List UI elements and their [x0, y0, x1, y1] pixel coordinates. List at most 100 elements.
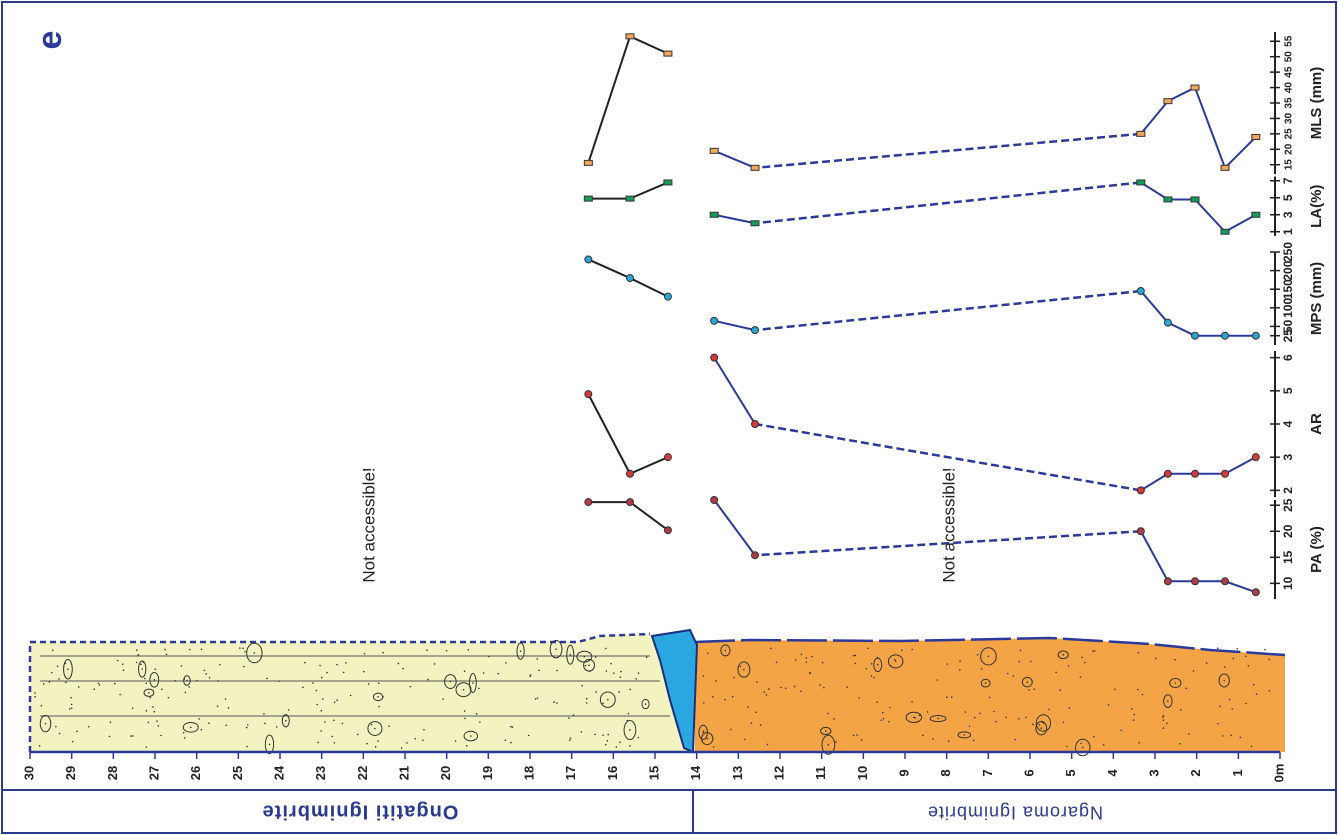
grain — [800, 690, 802, 692]
grain — [217, 680, 219, 682]
grain — [401, 747, 403, 749]
grain — [911, 649, 913, 651]
grain — [244, 651, 246, 653]
grain — [1162, 716, 1164, 718]
grain — [49, 681, 51, 683]
grain — [312, 682, 314, 684]
grain — [317, 742, 319, 744]
grain — [345, 662, 347, 664]
value-tick-label: 20 — [1284, 143, 1295, 155]
grain — [402, 668, 404, 670]
grain — [605, 648, 607, 650]
grain — [246, 746, 248, 748]
grain — [483, 672, 485, 674]
grain — [122, 663, 124, 665]
data-point — [1252, 589, 1259, 596]
data-point — [664, 51, 672, 56]
grain — [743, 669, 745, 671]
grain — [876, 702, 878, 704]
data-point — [711, 354, 718, 361]
grain — [581, 685, 583, 687]
height-tick-label: 2 — [1188, 769, 1203, 776]
data-point — [585, 391, 592, 398]
grain — [1230, 735, 1232, 737]
grain — [247, 724, 249, 726]
grain — [805, 661, 807, 663]
grain — [1174, 659, 1176, 661]
data-point — [1221, 165, 1229, 170]
grain — [371, 724, 373, 726]
grain — [243, 666, 245, 668]
grain — [189, 649, 191, 651]
grain — [450, 681, 452, 683]
grain — [263, 713, 265, 715]
panel-label: e — [31, 31, 69, 50]
grain — [768, 688, 770, 690]
value-tick-label: 4 — [1281, 420, 1295, 427]
value-tick-label: 6 — [1281, 354, 1295, 361]
grain — [951, 696, 953, 698]
data-point — [1164, 470, 1171, 477]
grain — [1062, 654, 1064, 656]
grain — [264, 723, 266, 725]
value-tick-label: 250 — [1281, 242, 1295, 262]
grain — [1240, 737, 1242, 739]
grain — [888, 721, 890, 723]
grain — [894, 659, 896, 661]
grain — [350, 695, 352, 697]
strat-log — [30, 630, 1285, 756]
grain — [160, 735, 162, 737]
data-point — [585, 256, 592, 263]
grain — [780, 687, 782, 689]
grain — [1092, 650, 1094, 652]
value-tick-label: 40 — [1284, 82, 1295, 94]
grain — [822, 662, 824, 664]
grain — [136, 662, 138, 664]
grain — [1093, 736, 1095, 738]
grain — [324, 721, 326, 723]
grain — [375, 746, 377, 748]
figure: e Not accessible! Not accessible! Ongati… — [0, 0, 1338, 835]
grain — [406, 742, 408, 744]
grain — [1081, 657, 1083, 659]
grain — [553, 701, 555, 703]
value-tick-label: 7 — [1281, 177, 1295, 184]
grain — [446, 650, 448, 652]
grain — [584, 656, 586, 658]
grain — [65, 682, 67, 684]
grain — [377, 740, 379, 742]
data-point — [710, 212, 718, 217]
grain — [948, 740, 950, 742]
grain — [512, 726, 514, 728]
grain — [911, 701, 913, 703]
grain — [114, 683, 116, 685]
grain — [1114, 689, 1116, 691]
grain — [67, 668, 69, 670]
grain — [463, 689, 465, 691]
grain — [1005, 717, 1007, 719]
value-tick-label: 200 — [1281, 260, 1295, 280]
grain — [573, 714, 575, 716]
grain — [1018, 661, 1020, 663]
grain — [965, 711, 967, 713]
grain — [410, 686, 412, 688]
grain — [974, 717, 976, 719]
grain — [51, 672, 53, 674]
height-tick-label: 23 — [313, 766, 328, 780]
grain — [616, 746, 618, 748]
grain — [713, 746, 715, 748]
grain — [629, 689, 631, 691]
height-tick-label: 30 — [21, 766, 36, 780]
grain — [149, 697, 151, 699]
data-point — [1222, 332, 1229, 339]
grain — [378, 682, 380, 684]
grain — [1223, 680, 1225, 682]
value-tick-label: 50 — [1281, 319, 1295, 333]
data-point — [752, 327, 759, 334]
grain — [811, 656, 813, 658]
grain — [1188, 733, 1190, 735]
grain — [889, 707, 891, 709]
grain — [377, 696, 379, 698]
grain — [1007, 673, 1009, 675]
grain — [148, 721, 150, 723]
